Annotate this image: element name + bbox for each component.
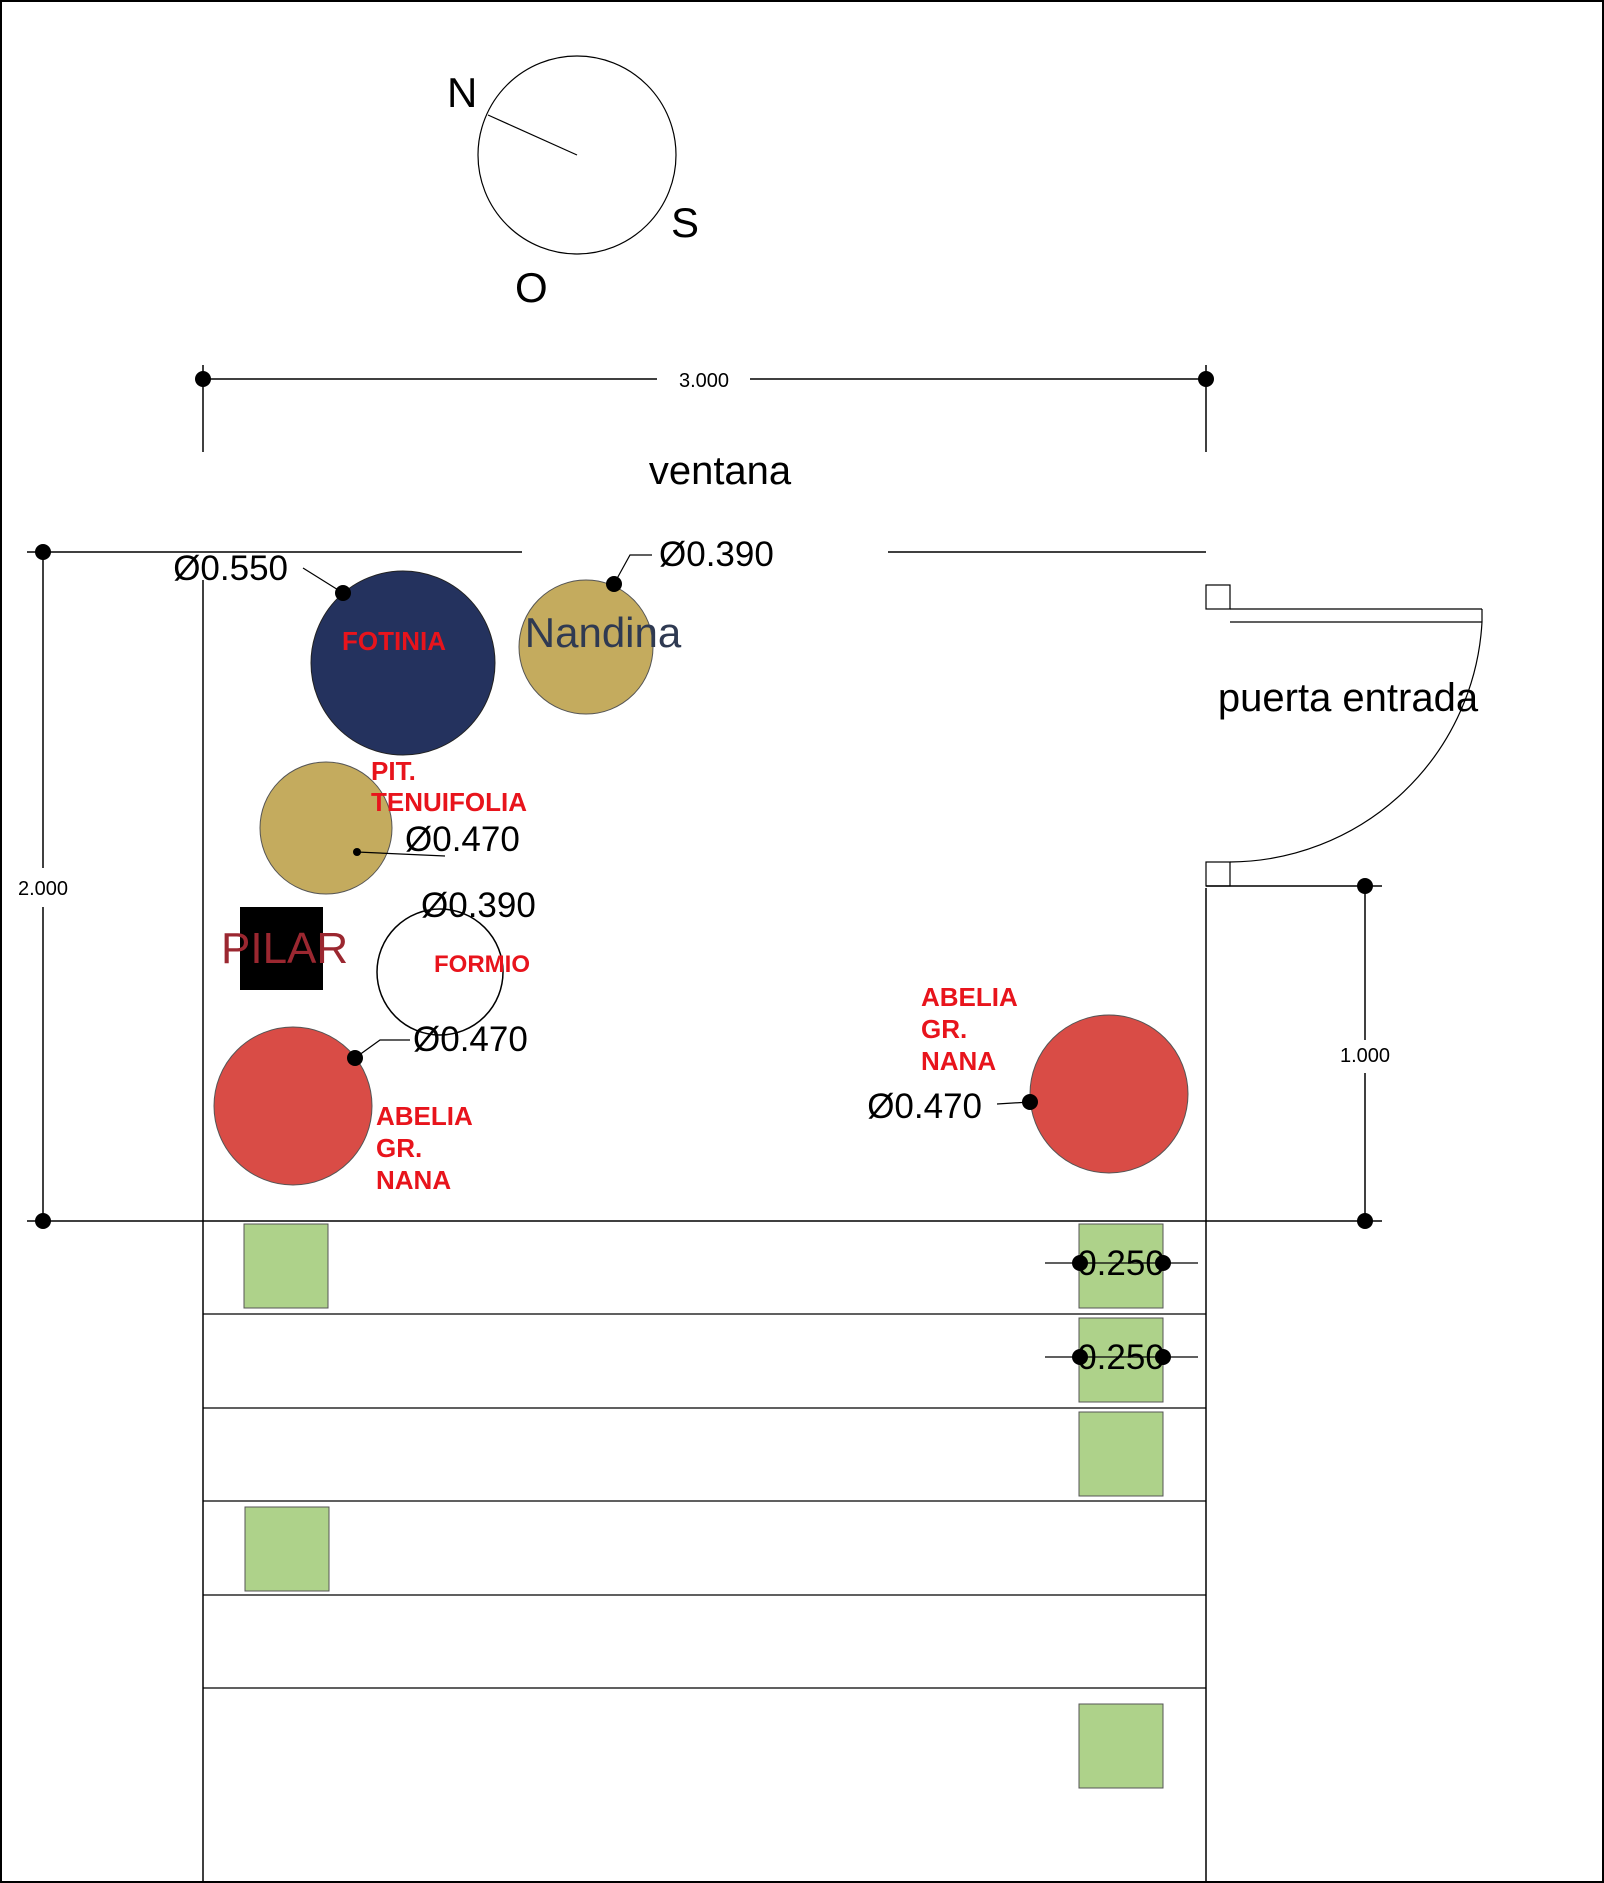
abelia-left-label-line2: GR. [376, 1133, 422, 1163]
width-dimension-label: 3.000 [679, 370, 729, 392]
compass-circle [477, 55, 677, 255]
paving-rows [203, 1313, 1206, 1689]
width-dimension: 3.000 [195, 365, 1214, 452]
fotinia-label: FOTINIA [342, 626, 446, 656]
fotinia-canopy [310, 570, 496, 756]
door-label: puerta entrada [1218, 676, 1479, 720]
abelia-right-label-line1: ABELIA [921, 982, 1018, 1012]
stepping-tile [1078, 1317, 1164, 1403]
pittosporum-label-line1: PIT. [371, 756, 416, 786]
dim-end-dot [1357, 878, 1373, 894]
plant-abelia-left: Ø0.470 ABELIA GR. NANA [213, 1020, 528, 1195]
plant-pittosporum: PIT. TENUIFOLIA Ø0.470 [259, 756, 527, 895]
stepping-tiles [243, 1223, 1164, 1789]
nandina-diameter: Ø0.390 [659, 535, 774, 574]
pittosporum-label-line2: TENUIFOLIA [371, 787, 527, 817]
window-label: ventana [649, 449, 792, 493]
tile-dimension-a: 0.250 [1045, 1244, 1198, 1283]
abelia-left-canopy [213, 1026, 373, 1186]
compass-north-label: N [447, 69, 477, 116]
stepping-tile [244, 1506, 330, 1592]
room-walls [27, 551, 1382, 1883]
abelia-right-diameter: Ø0.470 [867, 1087, 982, 1126]
nandina-label: Nandina [525, 609, 682, 656]
stepping-tile [1078, 1411, 1164, 1497]
compass-west-label: O [515, 264, 548, 311]
fotinia-diameter: Ø0.550 [173, 549, 288, 588]
plant-formio: Ø0.390 FORMIO [376, 886, 536, 1036]
stepping-tile [243, 1223, 329, 1309]
plant-fotinia: Ø0.550 FOTINIA [173, 549, 496, 756]
dim-end-dot [1357, 1213, 1373, 1229]
dim-end-dot [195, 371, 211, 387]
abelia-left-label-line1: ABELIA [376, 1101, 473, 1131]
plant-nandina: Ø0.390 Nandina [518, 535, 774, 715]
formio-canopy [376, 908, 504, 1036]
abelia-right-canopy [1029, 1014, 1189, 1174]
abelia-left-diameter: Ø0.470 [413, 1020, 528, 1059]
dim-end-dot [35, 544, 51, 560]
plant-abelia-right: Ø0.470 ABELIA GR. NANA [867, 982, 1189, 1174]
pillar-block [240, 907, 323, 990]
compass: N S O [447, 55, 699, 311]
tile-dimension-b-label: 0.250 [1077, 1338, 1165, 1377]
pillar: PILAR [221, 907, 348, 990]
tile-dimension-a-label: 0.250 [1077, 1244, 1165, 1283]
dim-end-dot [1198, 371, 1214, 387]
entrance-door [1205, 584, 1483, 887]
compass-needle [487, 114, 578, 156]
door-side-dimension: 1.000 [1340, 878, 1390, 1229]
stepping-tile [1078, 1703, 1164, 1789]
compass-south-label: S [671, 199, 699, 246]
door-side-dimension-label: 1.000 [1340, 1045, 1390, 1067]
nandina-canopy [518, 579, 654, 715]
pittosporum-diameter: Ø0.470 [405, 820, 520, 859]
pittosporum-canopy [259, 761, 393, 895]
height-dimension-label: 2.000 [18, 878, 68, 900]
formio-diameter: Ø0.390 [421, 886, 536, 925]
pillar-label: PILAR [221, 924, 348, 973]
tile-dimension-b: 0.250 [1045, 1338, 1198, 1377]
abelia-right-label-line3: NANA [921, 1046, 996, 1076]
abelia-right-label-line2: GR. [921, 1014, 967, 1044]
formio-label: FORMIO [434, 951, 530, 978]
height-dimension: 2.000 [18, 544, 205, 1229]
abelia-left-label-line3: NANA [376, 1165, 451, 1195]
